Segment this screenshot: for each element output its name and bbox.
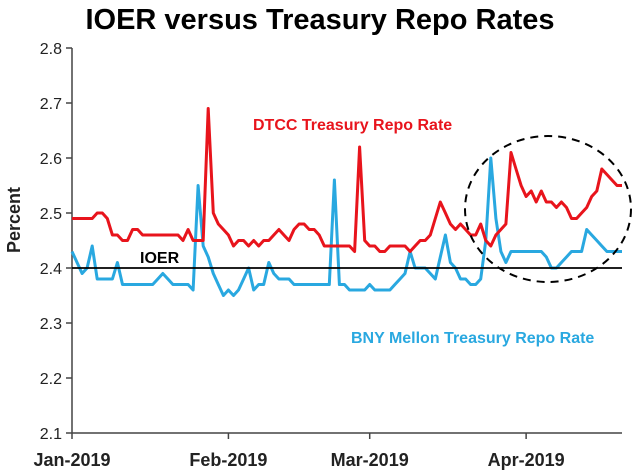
y-tick-label: 2.6	[40, 151, 62, 168]
y-tick-label: 2.4	[40, 261, 62, 278]
dtcc-series-label: DTCC Treasury Repo Rate	[253, 117, 452, 134]
bny-series-line	[70, 156, 622, 297]
highlight-circle	[464, 135, 632, 283]
x-tick-label: Mar-2019	[331, 450, 409, 470]
x-tick-label: Apr-2019	[488, 450, 565, 470]
y-tick-label: 2.3	[40, 316, 62, 333]
y-tick-label: 2.2	[40, 371, 62, 388]
y-axis-title: Percent	[4, 187, 24, 253]
ioer-label: IOER	[140, 250, 180, 267]
chart-title: IOER versus Treasury Repo Rates	[85, 4, 555, 36]
x-axis-ticks: Jan-2019 Feb-2019 Mar-2019 Apr-2019	[33, 433, 565, 470]
y-tick-label: 2.5	[40, 206, 62, 223]
y-tick-label: 2.7	[40, 96, 62, 113]
series-layer	[70, 107, 622, 297]
y-tick-label: 2.8	[40, 41, 62, 58]
x-tick-label: Feb-2019	[189, 450, 267, 470]
x-tick-label: Jan-2019	[33, 450, 110, 470]
bny-series-label: BNY Mellon Treasury Repo Rate	[351, 330, 594, 347]
dtcc-series-line	[72, 107, 622, 253]
y-tick-label: 2.1	[40, 426, 62, 443]
y-axis-ticks: 2.1 2.2 2.3 2.4 2.5 2.6 2.7 2.8	[40, 41, 72, 443]
